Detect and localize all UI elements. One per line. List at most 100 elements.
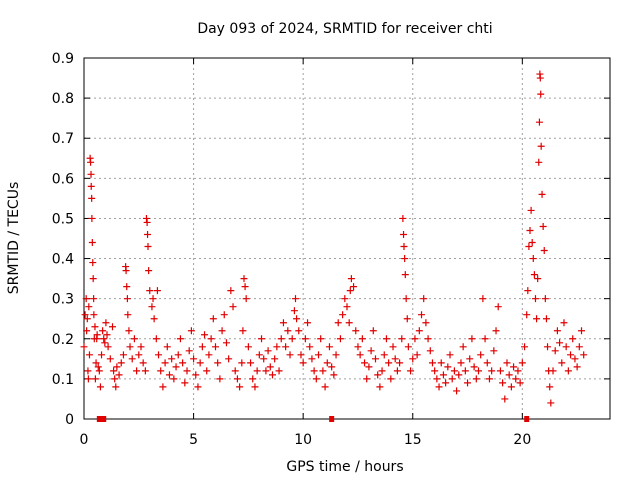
data-point bbox=[308, 355, 316, 363]
data-point bbox=[207, 335, 215, 343]
data-point bbox=[518, 359, 526, 367]
data-point bbox=[119, 351, 127, 359]
data-point bbox=[262, 367, 270, 375]
data-point bbox=[198, 343, 206, 351]
data-point bbox=[93, 331, 101, 339]
data-point bbox=[87, 158, 95, 166]
data-point bbox=[161, 359, 169, 367]
data-point bbox=[431, 367, 439, 375]
data-point bbox=[334, 319, 342, 327]
data-point bbox=[475, 367, 482, 375]
axis-ticks: 0 0.1 0.2 0.3 0.4 0.5 0.6 0.7 0.8 0.9 0 5 10 15 20 bbox=[52, 51, 610, 448]
data-point bbox=[183, 367, 191, 375]
data-point bbox=[185, 347, 193, 355]
data-point bbox=[172, 363, 180, 371]
data-point bbox=[514, 367, 522, 375]
data-point bbox=[222, 339, 230, 347]
data-point bbox=[356, 351, 364, 359]
data-point bbox=[130, 335, 138, 343]
chart-title: Day 093 of 2024, SRMTID for receiver cht… bbox=[197, 21, 492, 37]
data-point bbox=[439, 371, 447, 379]
data-point bbox=[192, 371, 200, 379]
data-point bbox=[290, 307, 298, 315]
data-point bbox=[102, 319, 110, 327]
data-point bbox=[266, 363, 274, 371]
data-point bbox=[273, 343, 281, 351]
data-point bbox=[104, 343, 112, 351]
data-point bbox=[521, 343, 529, 351]
data-point bbox=[378, 367, 386, 375]
data-point bbox=[354, 343, 362, 351]
data-point bbox=[81, 311, 89, 319]
data-point bbox=[564, 367, 572, 375]
data-point bbox=[537, 142, 545, 150]
data-point bbox=[141, 367, 149, 375]
data-point bbox=[374, 371, 382, 379]
data-point bbox=[227, 287, 235, 295]
data-point bbox=[110, 367, 118, 375]
data-point bbox=[567, 351, 575, 359]
data-point bbox=[396, 359, 404, 367]
data-point bbox=[512, 375, 520, 383]
data-point bbox=[122, 267, 130, 275]
data-point bbox=[83, 315, 91, 323]
data-point bbox=[352, 327, 360, 335]
data-point bbox=[108, 323, 116, 331]
data-point bbox=[214, 359, 222, 367]
data-point bbox=[527, 206, 535, 214]
data-point bbox=[143, 218, 151, 226]
data-point bbox=[526, 226, 534, 234]
data-point bbox=[402, 295, 410, 303]
data-point bbox=[415, 327, 423, 335]
data-point bbox=[420, 295, 428, 303]
data-point bbox=[94, 363, 102, 371]
data-point bbox=[99, 327, 107, 335]
data-point bbox=[488, 367, 496, 375]
data-point bbox=[89, 275, 97, 283]
data-point bbox=[194, 383, 202, 391]
data-point bbox=[387, 375, 395, 383]
grid-lines bbox=[84, 58, 610, 419]
data-point bbox=[499, 379, 507, 387]
data-point bbox=[87, 182, 95, 190]
y-tick-label: 0.7 bbox=[52, 131, 74, 147]
data-point bbox=[100, 335, 108, 343]
data-point bbox=[96, 383, 104, 391]
data-point bbox=[145, 267, 153, 275]
data-point bbox=[345, 319, 353, 327]
data-point bbox=[536, 74, 544, 82]
data-point bbox=[391, 355, 399, 363]
data-point bbox=[170, 375, 178, 383]
data-point bbox=[157, 367, 165, 375]
data-point bbox=[139, 359, 147, 367]
data-point bbox=[306, 343, 314, 351]
data-point bbox=[433, 375, 441, 383]
data-point bbox=[90, 295, 98, 303]
data-point bbox=[218, 327, 226, 335]
data-point bbox=[125, 327, 133, 335]
data-point bbox=[453, 387, 461, 395]
data-point bbox=[233, 375, 241, 383]
data-point bbox=[424, 335, 432, 343]
data-point bbox=[459, 343, 467, 351]
data-point bbox=[149, 295, 157, 303]
data-point bbox=[496, 367, 504, 375]
data-point bbox=[155, 351, 163, 359]
data-point bbox=[80, 343, 88, 351]
data-point bbox=[268, 371, 276, 379]
data-point bbox=[558, 359, 566, 367]
y-tick-label: 0.9 bbox=[52, 51, 74, 67]
data-point bbox=[361, 359, 369, 367]
data-point bbox=[444, 363, 452, 371]
data-point bbox=[505, 371, 513, 379]
data-point bbox=[544, 343, 552, 351]
data-point bbox=[339, 311, 347, 319]
x-tick-label: 0 bbox=[80, 432, 89, 448]
data-point bbox=[534, 275, 542, 283]
data-point bbox=[328, 363, 336, 371]
data-point bbox=[297, 351, 305, 359]
data-point bbox=[578, 327, 586, 335]
data-point bbox=[260, 355, 268, 363]
data-point bbox=[299, 359, 307, 367]
